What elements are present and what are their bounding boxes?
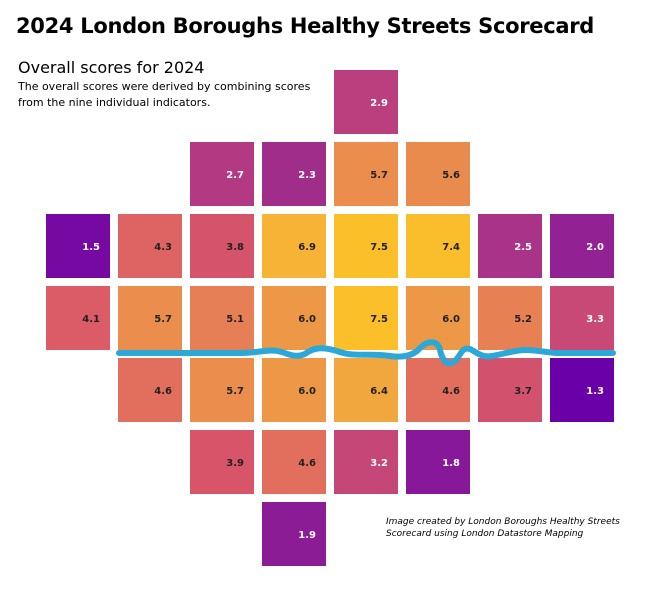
tile-value-label: 5.1 [226, 314, 244, 325]
borough-tile [406, 286, 470, 350]
tile-value-label: 6.0 [442, 314, 460, 325]
tile-layer: 2.9 2.7 2.3 5.7 5.6 1.5 4.3 3.8 6.9 7.5 7.4 2.5 2.0 4… [46, 70, 614, 566]
tile-value-label: 1.9 [298, 530, 316, 541]
tile-value-label: 3.2 [370, 458, 388, 469]
borough-tile [406, 358, 470, 422]
tile-value-label: 6.0 [298, 386, 316, 397]
borough-tile [550, 286, 614, 350]
borough-tile [118, 286, 182, 350]
borough-tile [478, 286, 542, 350]
tile-value-label: 4.6 [442, 386, 460, 397]
chart-description: The overall scores were derived by combi… [18, 80, 311, 109]
borough-tile [478, 358, 542, 422]
borough-tile [406, 142, 470, 206]
tile-value-label: 7.5 [370, 242, 388, 253]
tile-value-label: 2.0 [586, 242, 604, 253]
tile-value-label: 6.4 [370, 386, 388, 397]
borough-tile [262, 142, 326, 206]
borough-tile [334, 214, 398, 278]
borough-tile [118, 214, 182, 278]
tile-value-label: 3.8 [226, 242, 244, 253]
river-thames [116, 339, 616, 367]
tile-value-label: 7.4 [442, 242, 460, 253]
borough-tile [334, 430, 398, 494]
chart-title: 2024 London Boroughs Healthy Streets Sco… [16, 14, 595, 38]
tile-value-label: 2.9 [370, 98, 388, 109]
borough-tile [190, 358, 254, 422]
tile-value-label: 2.7 [226, 170, 244, 181]
tile-value-label: 5.7 [370, 170, 388, 181]
borough-tile [262, 358, 326, 422]
borough-tile [190, 214, 254, 278]
borough-tile [334, 142, 398, 206]
tile-value-label: 4.6 [298, 458, 316, 469]
borough-tile [478, 214, 542, 278]
borough-tile [550, 358, 614, 422]
borough-tile [190, 286, 254, 350]
borough-tile [262, 430, 326, 494]
tile-value-label: 2.3 [298, 170, 316, 181]
tile-value-label: 6.9 [298, 242, 316, 253]
tile-value-label: 4.1 [82, 314, 100, 325]
borough-tile [334, 286, 398, 350]
borough-tile [334, 70, 398, 134]
tile-value-label: 5.2 [514, 314, 532, 325]
borough-tile [334, 358, 398, 422]
tile-value-label: 4.6 [154, 386, 172, 397]
chart-subtitle: Overall scores for 2024 [18, 58, 205, 77]
borough-tile [406, 214, 470, 278]
borough-tile [46, 286, 110, 350]
tile-value-label: 3.9 [226, 458, 244, 469]
borough-tile [262, 214, 326, 278]
borough-tile [190, 430, 254, 494]
tile-value-label: 1.3 [586, 386, 604, 397]
tile-value-label: 1.5 [82, 242, 100, 253]
tile-value-label: 2.5 [514, 242, 532, 253]
borough-tile [118, 358, 182, 422]
borough-tile [262, 502, 326, 566]
borough-tile [550, 214, 614, 278]
tile-value-label: 5.7 [154, 314, 172, 325]
borough-tile [262, 286, 326, 350]
tile-value-label: 5.7 [226, 386, 244, 397]
tile-value-label: 4.3 [154, 242, 172, 253]
tile-value-label: 7.5 [370, 314, 388, 325]
tile-value-label: 6.0 [298, 314, 316, 325]
borough-tile [46, 214, 110, 278]
tile-value-label: 3.7 [514, 386, 532, 397]
image-credit: Image created by London Boroughs Healthy… [386, 517, 620, 539]
tile-value-label: 5.6 [442, 170, 460, 181]
borough-tile [190, 142, 254, 206]
borough-tile [406, 430, 470, 494]
tile-value-label: 3.3 [586, 314, 604, 325]
tile-value-label: 1.8 [442, 458, 460, 469]
